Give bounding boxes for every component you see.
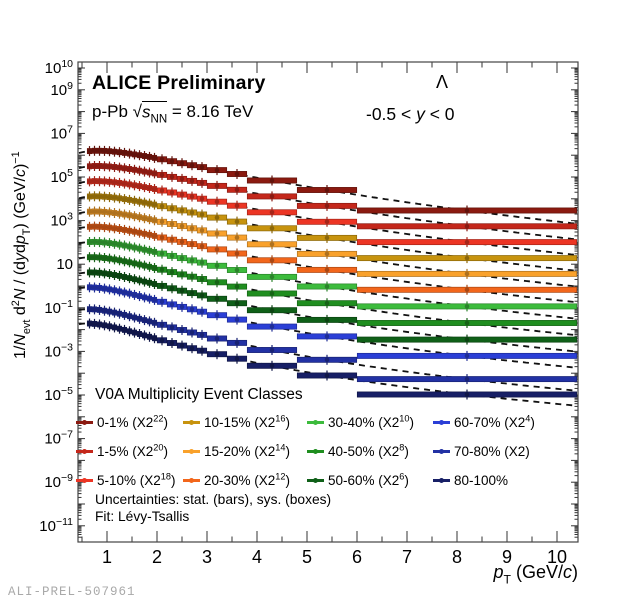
legend-entry: 1-5% (X220) (76, 442, 183, 459)
svg-text:103: 103 (50, 211, 73, 230)
fit-note: Fit: Lévy-Tsallis (95, 509, 190, 524)
svg-text:10−9: 10−9 (44, 472, 73, 491)
legend-marker-icon (433, 476, 450, 485)
x-axis-title: pT (GeV/c) (493, 562, 578, 587)
legend: 0-1% (X222) 1-5% (X220) 5-10% (X218) 10-15%… (76, 408, 535, 495)
legend-entry: 70-80% (X2) (433, 444, 535, 459)
y-axis-title: 1/Nevt d2N / (dydpT) (GeV/c)−1 (10, 151, 33, 359)
series-80-100% (86, 318, 578, 400)
plot-frame (77, 61, 579, 543)
svg-text:10: 10 (547, 547, 567, 567)
legend-marker-icon (307, 476, 324, 485)
data-series (86, 145, 578, 400)
legend-marker-icon (76, 476, 93, 485)
legend-entry: 60-70% (X24) (433, 413, 535, 430)
legend-entry: 0-1% (X222) (76, 413, 183, 430)
legend-entry: 10-15% (X216) (183, 413, 307, 430)
svg-text:10−11: 10−11 (39, 516, 73, 535)
legend-marker-icon (307, 418, 324, 427)
svg-text:10−3: 10−3 (44, 341, 73, 360)
legend-entry: 30-40% (X210) (307, 413, 433, 430)
series-30-40% (86, 236, 578, 312)
series-10-15% (86, 191, 578, 264)
alice-preliminary-label: ALICE Preliminary (92, 72, 266, 94)
svg-text:10: 10 (56, 256, 73, 273)
legend-entry-label: 80-100% (454, 473, 509, 488)
figure-id-watermark: ALI-PREL-507961 (8, 585, 136, 599)
svg-text:10−5: 10−5 (44, 385, 73, 404)
svg-text:8: 8 (452, 547, 462, 567)
series-0-1% (86, 145, 578, 216)
legend-entry-label: 70-80% (X2) (454, 444, 530, 459)
legend-marker-icon (76, 447, 93, 456)
legend-entry-label: 20-30% (X212) (204, 471, 290, 488)
svg-text:5: 5 (302, 547, 312, 567)
svg-text:109: 109 (50, 80, 73, 99)
uncertainties-note: Uncertainties: stat. (bars), sys. (boxes… (95, 492, 332, 507)
legend-entry-label: 10-15% (X216) (204, 413, 290, 430)
svg-text:2: 2 (152, 547, 162, 567)
legend-entry: 5-10% (X218) (76, 471, 183, 488)
legend-entry-label: 40-50% (X28) (328, 442, 409, 459)
series-1-5% (86, 161, 578, 232)
svg-text:10−7: 10−7 (44, 429, 73, 448)
svg-text:107: 107 (50, 123, 73, 142)
legend-marker-icon (307, 447, 324, 456)
legend-marker-icon (433, 447, 450, 456)
svg-text:4: 4 (252, 547, 262, 567)
legend-entry: 50-60% (X26) (307, 471, 433, 488)
legend-entry: 20-30% (X212) (183, 471, 307, 488)
legend-marker-icon (183, 476, 200, 485)
series-5-10% (86, 176, 578, 248)
series-60-70% (86, 282, 578, 361)
rapidity-range-label: -0.5 < y < 0 (366, 104, 455, 124)
legend-entry-label: 50-60% (X26) (328, 471, 409, 488)
svg-text:9: 9 (502, 547, 512, 567)
series-70-80% (86, 304, 578, 385)
series-50-60% (86, 267, 578, 345)
legend-marker-icon (183, 418, 200, 427)
svg-text:1: 1 (102, 547, 112, 567)
legend-entry-label: 15-20% (X214) (204, 442, 290, 459)
legend-entry: 80-100% (433, 473, 535, 488)
svg-text:7: 7 (402, 547, 412, 567)
particle-symbol: Λ (435, 72, 449, 92)
svg-text:1010: 1010 (45, 58, 74, 77)
series-15-20% (86, 206, 578, 279)
svg-text:105: 105 (50, 167, 73, 186)
legend-entry: 15-20% (X214) (183, 442, 307, 459)
collision-system-label: p-Pb √sNN = 8.16 TeV (92, 100, 254, 126)
legend-entry-label: 30-40% (X210) (328, 413, 414, 430)
svg-text:10−1: 10−1 (44, 298, 73, 317)
legend-title: V0A Multiplicity Event Classes (95, 386, 303, 403)
legend-entry-label: 1-5% (X220) (97, 442, 168, 459)
svg-text:6: 6 (352, 547, 362, 567)
svg-text:3: 3 (202, 547, 212, 567)
series-40-50% (86, 252, 578, 328)
legend-marker-icon (76, 418, 93, 427)
series-20-30% (86, 221, 578, 295)
legend-entry-label: 60-70% (X24) (454, 413, 535, 430)
legend-entry: 40-50% (X28) (307, 442, 433, 459)
legend-entry-label: 5-10% (X218) (97, 471, 176, 488)
legend-entry-label: 0-1% (X222) (97, 413, 168, 430)
legend-marker-icon (433, 418, 450, 427)
legend-marker-icon (183, 447, 200, 456)
